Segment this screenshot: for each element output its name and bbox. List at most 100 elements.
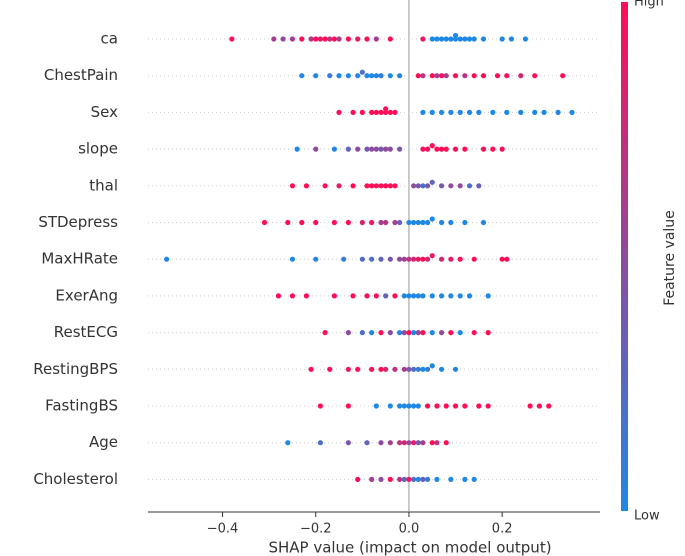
shap-dot [457, 256, 463, 262]
shap-dot [406, 330, 412, 336]
shap-dot [373, 403, 379, 409]
shap-dot [355, 476, 361, 482]
shap-dot [331, 219, 337, 226]
shap-dot [457, 36, 463, 42]
shap-dot [289, 36, 296, 42]
shap-dot [420, 219, 426, 226]
shap-dot [504, 109, 510, 115]
shap-dot [424, 219, 431, 226]
shap-dot [359, 256, 365, 262]
shap-dot [466, 293, 473, 299]
shap-dot [434, 403, 440, 409]
shap-dot [308, 36, 314, 42]
shap-dot [555, 109, 561, 115]
feature-label: MaxHRate [41, 250, 118, 268]
shap-dot [317, 36, 324, 42]
shap-dot [452, 73, 459, 79]
shap-dot [303, 183, 310, 189]
shap-dot [499, 146, 505, 152]
shap-dot [411, 293, 417, 299]
shap-dot [373, 73, 379, 79]
shap-dot [443, 73, 449, 79]
shap-dot [415, 330, 421, 336]
shap-dot [378, 256, 384, 262]
shap-dot [490, 146, 496, 152]
shap-dot [480, 36, 487, 42]
shap-dot [452, 366, 459, 372]
shap-dot [280, 36, 286, 42]
shap-dot [448, 183, 454, 189]
feature-label: thal [89, 176, 118, 194]
shap-dot [401, 293, 407, 299]
shap-dot [355, 36, 361, 42]
shap-dot [536, 403, 543, 409]
shap-dot [466, 36, 473, 42]
shap-dot [378, 476, 384, 482]
shap-dot [299, 219, 305, 226]
shap-dot [415, 256, 421, 262]
shap-dot [383, 183, 389, 189]
shap-dot [504, 73, 510, 79]
shap-dot [397, 440, 403, 446]
shap-dot [438, 219, 445, 226]
feature-label: slope [78, 140, 118, 158]
shap-dot [369, 476, 375, 482]
shap-dot [424, 476, 431, 482]
shap-dot [429, 440, 435, 446]
shap-dot [322, 183, 328, 189]
shap-dot [322, 36, 328, 42]
shap-dot [411, 366, 417, 372]
shap-dot [438, 109, 445, 115]
shap-dot [434, 73, 440, 79]
shap-dot [387, 109, 393, 115]
shap-dot [350, 183, 356, 189]
shap-dot [532, 73, 538, 79]
shap-dot [480, 73, 487, 79]
shap-dot [387, 36, 393, 42]
shap-dot [471, 476, 477, 482]
shap-dot [285, 219, 291, 226]
shap-dot [299, 36, 305, 42]
shap-dot [317, 403, 324, 409]
shap-dot [476, 109, 482, 115]
x-axis-label: SHAP value (impact on model output) [268, 539, 551, 556]
shap-dot [373, 109, 379, 115]
x-tick-label: −0.2 [300, 522, 332, 537]
shap-dot [378, 219, 384, 226]
shap-dot [471, 330, 477, 336]
shap-dot [406, 219, 412, 226]
shap-dot [448, 256, 454, 262]
shap-dot [438, 256, 445, 262]
shap-dot [434, 440, 440, 446]
x-tick-label: 0.0 [399, 522, 420, 537]
shap-dot [411, 183, 417, 189]
shap-dot [546, 403, 552, 409]
shap-dot [387, 183, 393, 189]
shap-dot [336, 109, 342, 115]
shap-dot [406, 403, 412, 409]
shap-dot [364, 73, 370, 79]
shap-dot [434, 146, 440, 152]
shap-dot [466, 183, 473, 189]
shap-dot [345, 73, 351, 79]
shap-dot [327, 366, 333, 372]
shap-dot [369, 330, 375, 336]
shap-dot [429, 179, 435, 185]
colorbar-high: High [634, 0, 664, 10]
shap-dot [462, 73, 468, 79]
shap-dot [457, 330, 463, 336]
shap-dot [387, 256, 393, 262]
feature-label: Age [89, 433, 118, 451]
shap-dot [387, 440, 393, 446]
shap-dot [397, 403, 403, 409]
shap-dot [434, 36, 440, 42]
shap-dot [359, 330, 365, 336]
feature-label: Sex [91, 103, 118, 121]
shap-dot [355, 73, 361, 79]
shap-dot [443, 403, 449, 409]
shap-dot [438, 183, 445, 189]
shap-dot [420, 73, 426, 79]
shap-dot [415, 366, 421, 372]
shap-dot [313, 36, 319, 42]
